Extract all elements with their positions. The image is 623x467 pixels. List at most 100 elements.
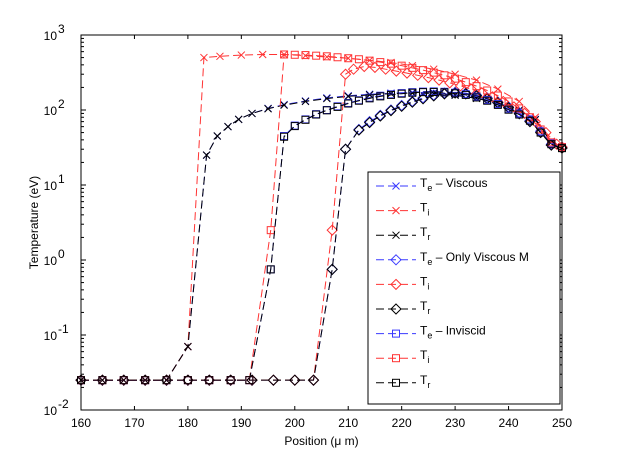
- data-point-8-25: [440, 88, 449, 97]
- data-point-8-14: [322, 106, 331, 115]
- data-point-8-19: [376, 92, 385, 101]
- legend: Te – Viscous Ti Tr Te – Only Viscous M Ti Tr T…: [367, 171, 561, 405]
- legend-marker-8: [392, 378, 400, 387]
- x-tick-label: 200: [285, 416, 305, 430]
- data-point-7-9: [266, 226, 275, 235]
- y-tick-label: 10: [44, 254, 58, 268]
- data-point-7-17: [354, 55, 363, 64]
- data-point-7-15: [333, 53, 342, 62]
- data-point-2-5: [184, 342, 192, 351]
- legend-label-7: Ti: [420, 348, 429, 365]
- y-axis-label: Temperature (eV): [27, 176, 41, 269]
- data-point-8-7: [226, 376, 235, 385]
- y-tick-exponent: 0: [58, 247, 65, 261]
- data-point-1-20: [494, 85, 502, 93]
- legend-entry-2: Tr: [376, 225, 430, 242]
- data-point-8-16: [344, 99, 353, 108]
- data-point-8-15: [333, 102, 342, 111]
- data-point-2-15: [344, 92, 353, 101]
- x-axis-label: Position (μ m): [284, 434, 358, 448]
- legend-label-3: Te – Only Viscous M: [420, 250, 529, 267]
- legend-entry-7: Ti: [376, 348, 429, 365]
- data-point-7-10: [280, 50, 289, 59]
- data-point-7-22: [408, 63, 417, 72]
- legend-marker-2: [392, 231, 400, 240]
- data-point-8-1: [98, 376, 107, 385]
- ticks-layer: 160 170 180 190 200 210 220 230 240 25010-210-110…: [44, 22, 573, 430]
- data-point-1-7: [216, 52, 224, 61]
- y-tick-label: 10: [44, 404, 58, 418]
- data-point-8-5: [183, 376, 192, 385]
- data-point-1-18: [451, 70, 459, 79]
- data-point-2-7: [213, 132, 222, 140]
- y-tick-label: 10: [44, 329, 58, 343]
- data-point-1-6: [200, 53, 208, 62]
- data-point-4-13: [339, 68, 352, 80]
- data-point-8-13: [312, 110, 321, 119]
- y-tick-label: 10: [44, 179, 58, 193]
- series-line-8: [81, 91, 563, 381]
- data-point-5-11: [307, 374, 320, 386]
- data-point-7-21: [397, 61, 406, 70]
- y-tick-exponent: -1: [58, 322, 69, 336]
- y-tick-exponent: 1: [58, 172, 65, 186]
- data-point-5-12: [326, 263, 338, 276]
- data-point-7-26: [451, 74, 460, 83]
- x-tick-label: 240: [499, 416, 519, 430]
- data-point-8-9: [266, 265, 275, 274]
- legend-label-6: Te – Inviscid: [420, 324, 486, 341]
- legend-marker-4: [390, 278, 402, 291]
- data-point-1-13: [344, 54, 353, 63]
- data-point-4-24: [454, 80, 467, 92]
- data-point-5-20: [417, 93, 429, 105]
- legend-marker-6: [392, 329, 400, 338]
- data-point-7-20: [386, 59, 395, 68]
- data-point-7-18: [365, 56, 374, 65]
- x-tick-label: 230: [445, 416, 465, 430]
- data-point-4-23: [444, 77, 456, 89]
- y-tick-exponent: 3: [58, 22, 65, 36]
- data-point-8-20: [386, 90, 395, 99]
- series-layer: [75, 50, 568, 386]
- data-point-8-34: [536, 128, 545, 137]
- data-point-8-21: [397, 89, 406, 98]
- x-tick-label: 220: [392, 416, 412, 430]
- data-point-8-33: [525, 116, 534, 125]
- data-point-7-16: [344, 54, 353, 63]
- data-point-7-29: [483, 86, 492, 95]
- legend-label-8: Tr: [420, 373, 430, 390]
- legend-label-4: Ti: [420, 274, 429, 291]
- x-tick-label: 190: [231, 416, 251, 430]
- data-point-8-29: [483, 96, 492, 105]
- data-point-8-17: [354, 96, 363, 105]
- series-line-6: [81, 90, 563, 381]
- legend-marker-7: [392, 354, 400, 363]
- y-tick-exponent: -2: [58, 397, 69, 411]
- data-point-8-30: [493, 100, 502, 109]
- data-point-5-19: [406, 96, 419, 108]
- data-point-7-12: [301, 51, 310, 60]
- data-point-1-8: [237, 51, 246, 59]
- data-point-8-22: [408, 88, 417, 97]
- data-point-2-12: [280, 101, 288, 110]
- data-point-2-8: [224, 122, 232, 131]
- data-point-3-18: [395, 99, 408, 112]
- data-point-5-9: [267, 374, 280, 386]
- data-point-8-23: [419, 88, 428, 97]
- data-point-8-31: [504, 105, 513, 114]
- legend-label-2: Tr: [420, 225, 430, 242]
- series-line-5: [81, 92, 563, 381]
- data-point-4-12: [326, 224, 338, 236]
- data-point-8-6: [205, 376, 214, 385]
- data-point-1-21: [515, 97, 524, 106]
- data-point-8-4: [162, 376, 171, 385]
- data-point-5-8: [246, 374, 258, 386]
- legend-marker-1: [392, 206, 400, 215]
- data-point-8-18: [365, 94, 374, 103]
- data-point-4-26: [476, 87, 488, 99]
- data-point-7-13: [312, 51, 321, 60]
- data-point-8-12: [301, 115, 310, 124]
- data-point-7-25: [440, 71, 449, 80]
- data-point-2-13: [301, 97, 310, 106]
